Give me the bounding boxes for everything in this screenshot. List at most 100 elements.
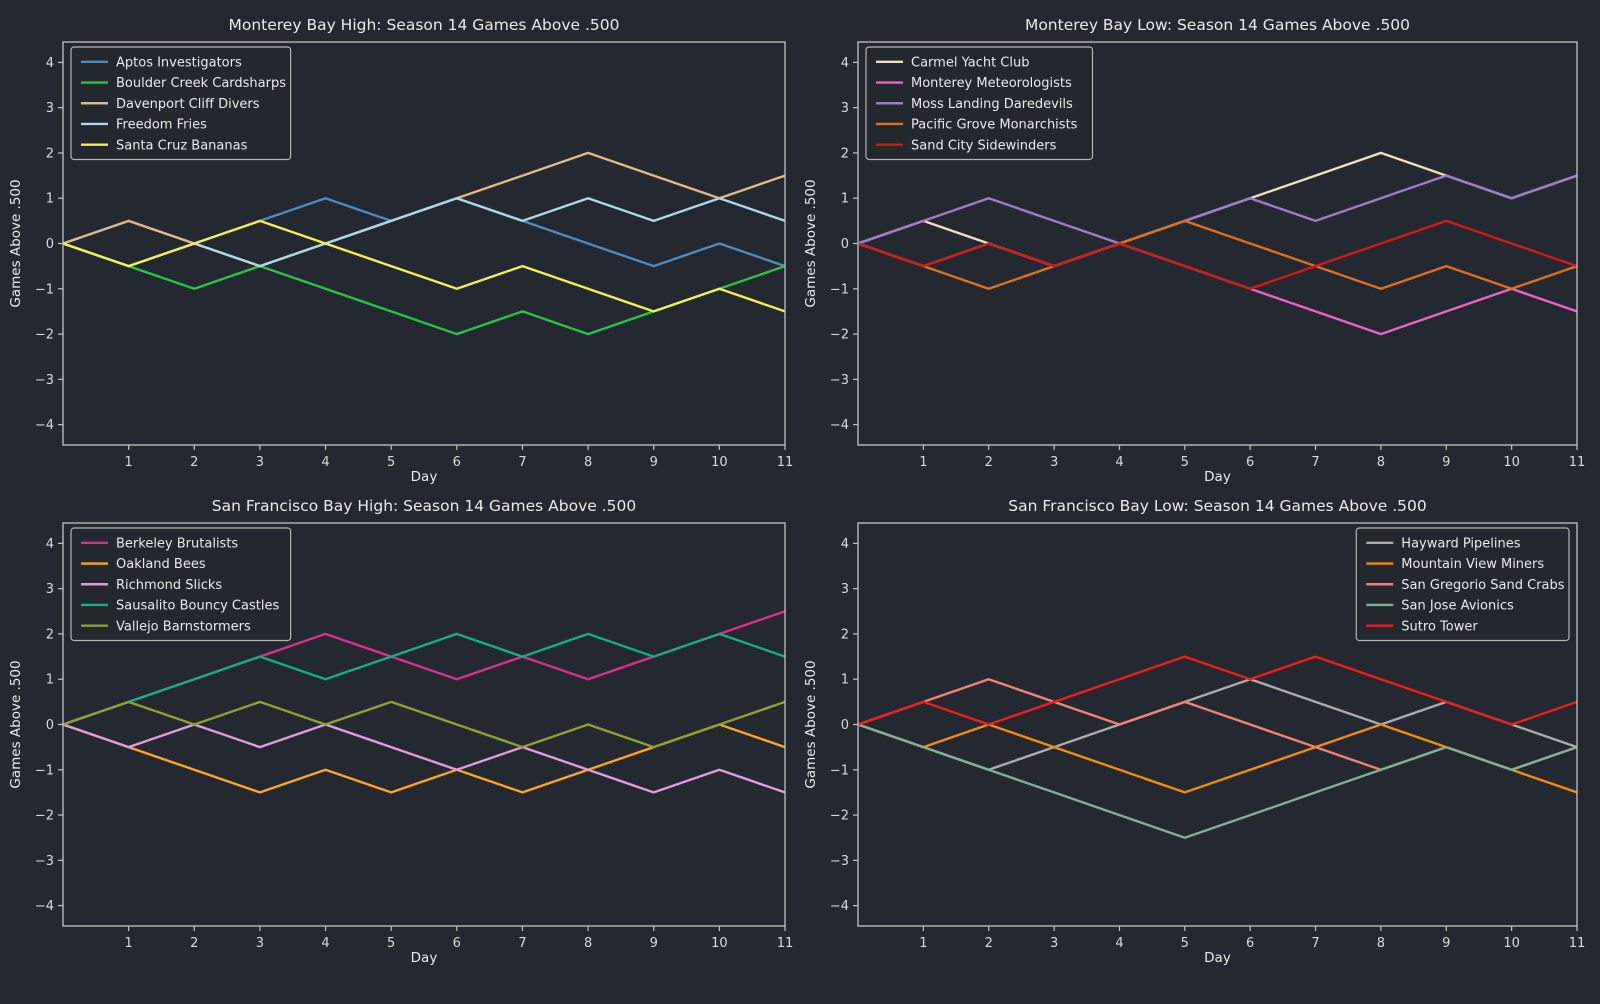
legend: Carmel Yacht Club Monterey Meteorologists… [865, 46, 1094, 161]
series-line-sutro-tower [857, 655, 1578, 726]
y-tick-label: −3 [35, 854, 54, 869]
y-tick-label: 2 [841, 627, 849, 642]
x-tick-label: 5 [387, 936, 395, 951]
y-tick-label: 0 [46, 718, 54, 733]
series-line-mountain-view-miners [857, 723, 1578, 794]
x-tick-label: 10 [711, 455, 728, 470]
legend-label-santa-cruz-bananas: Santa Cruz Bananas [116, 138, 248, 153]
series-line-pacific-grove-monarchists [857, 219, 1578, 290]
legend-label-hayward-pipelines: Hayward Pipelines [1401, 536, 1520, 551]
legend-label-oakland-bees: Oakland Bees [116, 557, 206, 572]
x-tick-label: 8 [584, 936, 592, 951]
x-tick-label: 6 [453, 455, 461, 470]
x-tick-label: 2 [190, 455, 198, 470]
legend-box [865, 46, 1094, 161]
y-tick-label: −3 [830, 854, 849, 869]
legend-label-berkeley-brutalists: Berkeley Brutalists [116, 536, 238, 551]
legend-label-san-jose-avionics: San Jose Avionics [1401, 599, 1514, 614]
y-tick-label: 1 [46, 673, 54, 688]
legend-label-carmel-yacht-club: Carmel Yacht Club [911, 55, 1029, 70]
y-tick-label: −4 [35, 899, 54, 914]
y-tick-label: −3 [830, 373, 849, 388]
series-line-santa-cruz-bananas [62, 219, 786, 313]
y-axis-label: Games Above .500 [8, 660, 24, 788]
y-tick-label: 0 [46, 237, 54, 252]
chart-title: Monterey Bay High: Season 14 Games Above… [228, 16, 619, 34]
legend: Hayward Pipelines Mountain View Miners San… [1355, 527, 1570, 642]
legend-label-pacific-grove-monarchists: Pacific Grove Monarchists [911, 118, 1078, 133]
y-tick-label: −4 [35, 418, 54, 433]
x-axis-label: Day [1204, 469, 1231, 485]
x-tick-label: 11 [777, 936, 794, 951]
legend: Berkeley Brutalists Oakland Bees Richmond … [70, 527, 292, 642]
x-tick-label: 10 [711, 936, 728, 951]
series-line-sausalito-bouncy-castles [62, 632, 786, 726]
y-tick-label: −3 [35, 373, 54, 388]
x-axis-label: Day [411, 950, 438, 966]
series-line-san-jose-avionics [857, 723, 1578, 839]
x-tick-label: 2 [190, 936, 198, 951]
x-tick-label: 3 [1050, 455, 1058, 470]
y-axis-label: Games Above .500 [8, 179, 24, 307]
y-tick-label: 2 [841, 146, 849, 161]
legend-label-mountain-view-miners: Mountain View Miners [1401, 557, 1544, 572]
x-tick-label: 1 [124, 936, 132, 951]
y-tick-label: 4 [841, 537, 849, 552]
subplot-monterey-bay-low: Monterey Bay Low: Season 14 Games Above … [803, 16, 1585, 485]
y-tick-label: −2 [830, 328, 849, 343]
legend-label-monterey-meteorologists: Monterey Meteorologists [911, 76, 1072, 91]
x-tick-label: 6 [1246, 455, 1254, 470]
x-tick-label: 2 [985, 936, 993, 951]
x-tick-label: 10 [1503, 936, 1520, 951]
subplot-san-francisco-bay-low: San Francisco Bay Low: Season 14 Games A… [803, 497, 1585, 966]
legend-label-davenport-cliff-divers: Davenport Cliff Divers [116, 97, 260, 112]
series-lines [857, 151, 1578, 336]
x-tick-label: 8 [1377, 455, 1385, 470]
y-tick-label: 2 [46, 627, 54, 642]
x-axis-label: Day [1204, 950, 1231, 966]
y-tick-label: 1 [841, 673, 849, 688]
x-tick-label: 1 [124, 455, 132, 470]
x-tick-label: 4 [321, 455, 329, 470]
series-lines [857, 655, 1578, 839]
y-tick-label: −2 [35, 328, 54, 343]
y-tick-label: 3 [841, 101, 849, 116]
y-tick-label: −1 [35, 763, 54, 778]
x-axis-label: Day [411, 469, 438, 485]
subplot-monterey-bay-high: Monterey Bay High: Season 14 Games Above… [8, 16, 793, 485]
y-tick-label: −4 [830, 418, 849, 433]
y-tick-label: 4 [46, 56, 54, 71]
y-tick-label: −2 [830, 809, 849, 824]
x-tick-label: 9 [650, 455, 658, 470]
y-tick-label: 3 [46, 101, 54, 116]
chart-title: Monterey Bay Low: Season 14 Games Above … [1025, 16, 1410, 34]
x-tick-label: 1 [919, 455, 927, 470]
legend-label-aptos-investigators: Aptos Investigators [116, 55, 242, 70]
x-tick-label: 5 [387, 455, 395, 470]
series-line-moss-landing-daredevils [857, 174, 1578, 245]
x-tick-label: 7 [518, 936, 526, 951]
plot-border [857, 41, 1578, 446]
axis-ticks: −4 −3 −2 −1 0 1 2 3 4 1 2 3 4 5 6 7 8 9 10 11 [830, 537, 1585, 951]
x-tick-label: 9 [650, 936, 658, 951]
y-tick-label: 1 [841, 192, 849, 207]
x-tick-label: 8 [1377, 936, 1385, 951]
plot-border [857, 522, 1578, 927]
y-tick-label: 4 [46, 537, 54, 552]
x-tick-label: 4 [321, 936, 329, 951]
x-tick-label: 9 [1442, 455, 1450, 470]
y-tick-label: −1 [830, 282, 849, 297]
x-tick-label: 4 [1115, 936, 1123, 951]
y-tick-label: 1 [46, 192, 54, 207]
chart-title: San Francisco Bay Low: Season 14 Games A… [1008, 497, 1427, 515]
series-line-sand-city-sidewinders [857, 219, 1578, 290]
series-line-vallejo-barnstormers [62, 700, 786, 749]
series-line-richmond-slicks [62, 723, 786, 794]
y-tick-label: 0 [841, 718, 849, 733]
legend-label-sand-city-sidewinders: Sand City Sidewinders [911, 138, 1057, 153]
chart-title: San Francisco Bay High: Season 14 Games … [212, 497, 636, 515]
y-tick-label: −1 [830, 763, 849, 778]
legend-label-moss-landing-daredevils: Moss Landing Daredevils [911, 97, 1073, 112]
